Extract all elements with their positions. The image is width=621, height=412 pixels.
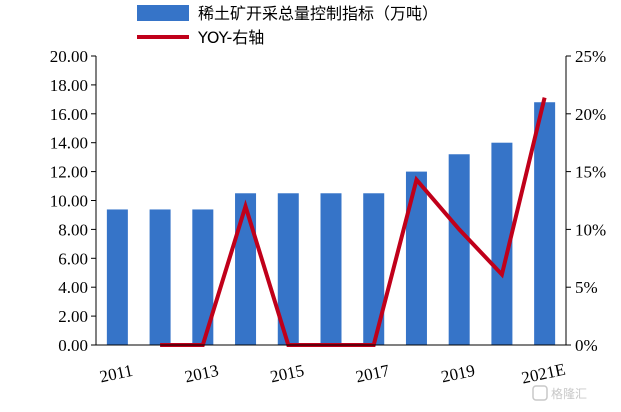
left-tick-label: 0.00 (58, 336, 88, 355)
left-tick-label: 16.00 (50, 105, 88, 124)
bar-series (106, 102, 556, 346)
bar-2013 (192, 209, 214, 345)
x-tick-label: 2021E (520, 360, 567, 388)
left-tick-label: 14.00 (50, 134, 88, 153)
x-tick-label: 2017 (354, 361, 392, 387)
x-tick-label: 2011 (98, 361, 135, 387)
bar-2012 (149, 209, 171, 345)
left-tick-label: 2.00 (58, 307, 88, 326)
bar-2019 (448, 154, 470, 345)
legend-line-label: YOY-右轴 (197, 28, 264, 47)
yoy-line (160, 97, 547, 347)
legend-bar-swatch (137, 5, 189, 21)
bar-2021E (534, 102, 556, 346)
right-tick-label: 20% (575, 105, 606, 124)
watermark-logo-icon (532, 385, 548, 401)
left-tick-label: 20.00 (50, 47, 88, 66)
right-tick-label: 15% (575, 163, 606, 182)
x-tick-label: 2013 (183, 361, 220, 387)
bar-2018 (405, 171, 427, 345)
left-tick-label: 10.00 (50, 192, 88, 211)
right-tick-label: 25% (575, 47, 606, 66)
right-tick-label: 0% (575, 336, 598, 355)
right-tick-label: 5% (575, 278, 598, 297)
right-axis-ticks: 0% 5% 10% 15% 20% 25% (566, 47, 606, 355)
left-tick-label: 18.00 (50, 76, 88, 95)
right-tick-label: 10% (575, 220, 606, 239)
watermark-text: 格隆汇 (551, 386, 587, 401)
left-tick-label: 4.00 (58, 278, 88, 297)
legend: 稀土矿开采总量控制指标（万吨） YOY-右轴 (137, 4, 438, 47)
bar-2017 (363, 193, 385, 345)
yoy-line-series (159, 97, 547, 347)
bar-2020 (491, 142, 513, 345)
legend-bar-label: 稀土矿开采总量控制指标（万吨） (198, 4, 438, 23)
x-axis-ticks: 2011 2013 2015 2017 2019 2021E (98, 360, 567, 388)
bar-2016 (320, 193, 342, 345)
bar-2014 (235, 193, 257, 345)
left-tick-label: 12.00 (50, 163, 88, 182)
left-tick-label: 8.00 (58, 220, 88, 239)
x-tick-label: 2015 (269, 361, 306, 387)
bar-2011 (106, 209, 128, 345)
left-axis-ticks: 0.00 2.00 4.00 6.00 8.00 10.00 12.00 14.00 16.00… (50, 47, 96, 355)
left-tick-label: 6.00 (58, 249, 88, 268)
bar-2015 (277, 193, 299, 345)
x-tick-label: 2019 (439, 361, 476, 387)
watermark: 格隆汇 (532, 385, 587, 401)
